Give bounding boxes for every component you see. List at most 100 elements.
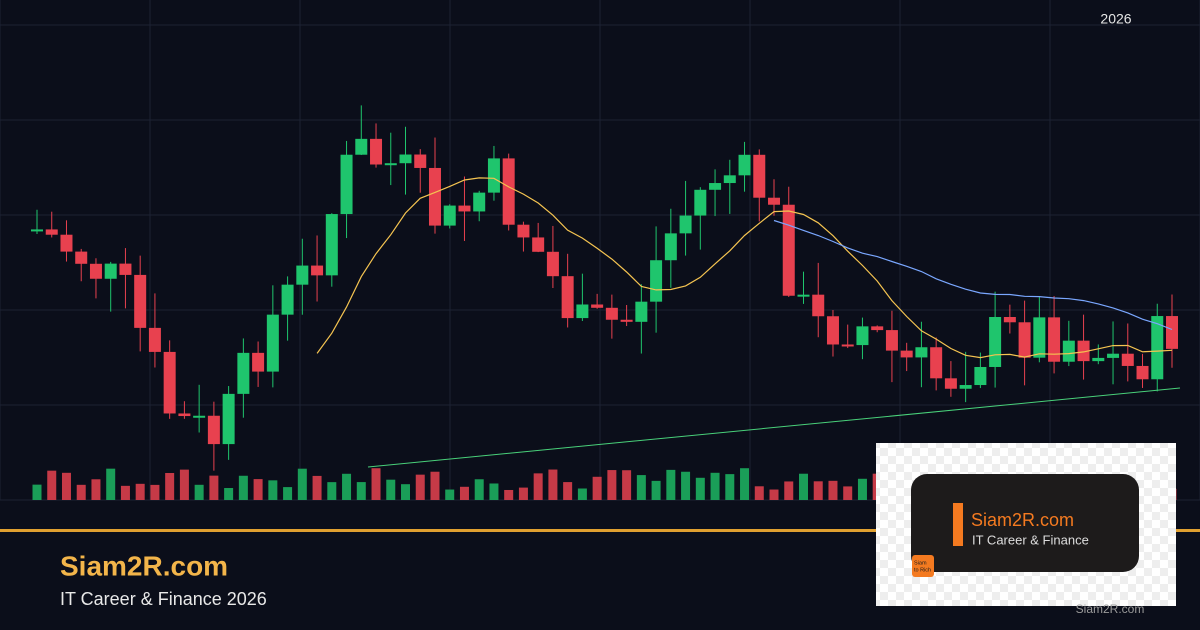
candle-body <box>75 251 88 264</box>
volume-bar <box>238 475 248 500</box>
volume-bar <box>784 481 794 500</box>
volume-bar <box>681 471 691 500</box>
candle-body <box>148 327 161 352</box>
candle-body <box>546 251 559 277</box>
volume-bar <box>857 478 867 500</box>
volume-bar <box>813 481 823 500</box>
candle-body <box>414 154 427 168</box>
candle-body <box>885 330 898 351</box>
volume-bar <box>754 486 764 500</box>
candle-body <box>487 158 500 193</box>
candle-body <box>281 284 294 315</box>
candle-body <box>266 314 279 372</box>
logo-panel <box>911 474 1139 572</box>
year-label: 2026 <box>1100 11 1131 27</box>
candle-body <box>473 192 486 212</box>
candle-body <box>370 138 383 165</box>
volume-bar <box>91 479 101 500</box>
candle-body <box>561 276 574 319</box>
candle-body <box>193 415 206 418</box>
volume-bar <box>740 468 750 500</box>
logo-title: Siam2R.com <box>971 510 1074 530</box>
volume-bar <box>504 489 514 500</box>
volume-bar <box>194 484 204 500</box>
volume-bar <box>297 468 307 500</box>
volume-bar <box>150 484 160 500</box>
volume-bar <box>607 470 617 500</box>
volume-bar <box>327 482 337 500</box>
candle-body <box>1166 316 1178 349</box>
volume-bar <box>577 488 587 500</box>
volume-bar <box>769 489 779 500</box>
volume-bar <box>828 480 838 500</box>
candle-body <box>694 189 707 216</box>
candle-body <box>252 352 265 372</box>
candle-body <box>237 352 250 394</box>
volume-bar <box>518 487 528 500</box>
candle-body <box>517 224 530 238</box>
volume-bar <box>710 472 720 500</box>
candle-body <box>871 326 884 331</box>
candle-body <box>1151 316 1164 380</box>
candle-body <box>841 344 854 347</box>
volume-bar <box>356 482 366 500</box>
volume-bar <box>283 487 293 500</box>
candle-body <box>399 154 412 164</box>
candle-body <box>355 138 368 155</box>
volume-bar <box>489 483 499 500</box>
candle-body <box>944 378 957 389</box>
candle-body <box>620 319 633 322</box>
candle-body <box>207 415 220 445</box>
volume-bar <box>120 485 130 500</box>
grid <box>0 0 1200 501</box>
candle-body <box>325 214 338 276</box>
volume-bar <box>548 469 558 500</box>
volume-bar <box>106 468 116 500</box>
volume-bar <box>622 470 632 500</box>
volume-bar <box>224 488 234 500</box>
logo-badge <box>912 555 934 577</box>
volume-bar <box>430 471 440 500</box>
logo-subtitle: IT Career & Finance <box>972 532 1089 547</box>
badge-line: Siam <box>914 560 927 566</box>
candle-body <box>1107 353 1120 358</box>
candle-body <box>45 229 58 235</box>
volume-bar <box>592 476 602 500</box>
candle-body <box>31 229 43 232</box>
volume-bar <box>843 486 853 500</box>
candle-body <box>1018 322 1031 358</box>
candle-body <box>974 366 987 386</box>
candle-body <box>1048 317 1061 362</box>
volume-bar <box>401 484 411 500</box>
candle-body <box>1121 353 1134 366</box>
candle-body <box>650 260 663 302</box>
candle-body <box>591 304 604 308</box>
candle-body <box>532 237 545 252</box>
volume-bar <box>371 468 381 500</box>
logo-accent <box>953 503 963 546</box>
divider <box>0 529 1200 532</box>
candle-body <box>384 163 397 166</box>
volume-bar <box>135 483 145 500</box>
candle-body <box>89 263 102 279</box>
candle-body <box>1003 317 1016 323</box>
candle-body <box>738 154 751 176</box>
volume-bar <box>312 475 322 500</box>
volume-bar <box>636 475 646 500</box>
logo-card: Siam2R.com IT Career & Finance Siam to R… <box>876 443 1176 606</box>
volume-bar <box>798 473 808 500</box>
candle-body <box>959 385 972 389</box>
candle-body <box>768 197 781 205</box>
volume-bar <box>268 480 278 500</box>
volume-bar <box>165 472 175 500</box>
candle-body <box>1062 340 1075 362</box>
volume-bar <box>76 484 86 500</box>
candlesticks <box>31 105 1178 471</box>
brand-subtitle: IT Career & Finance 2026 <box>60 589 267 609</box>
volume-bar <box>563 482 573 500</box>
volume-bar <box>725 474 735 500</box>
volume-bar <box>445 489 455 500</box>
candle-body <box>502 158 515 225</box>
volume-bar <box>695 477 705 500</box>
